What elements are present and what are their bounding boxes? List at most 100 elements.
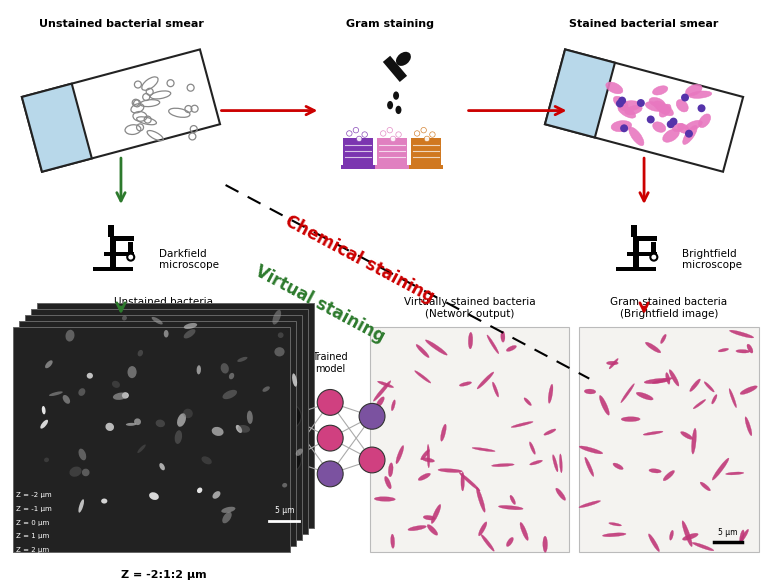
Ellipse shape [602,533,626,537]
Ellipse shape [87,373,93,378]
Text: Unstained bacterial smear: Unstained bacterial smear [38,19,203,29]
Polygon shape [545,50,615,137]
Ellipse shape [221,507,236,513]
Ellipse shape [560,454,562,473]
Ellipse shape [685,85,702,96]
Ellipse shape [645,342,661,353]
Ellipse shape [40,420,48,429]
FancyBboxPatch shape [343,138,373,168]
Ellipse shape [607,361,618,365]
Ellipse shape [42,406,45,414]
Ellipse shape [579,500,601,507]
Text: Stained bacterial smear: Stained bacterial smear [569,19,718,29]
Ellipse shape [625,105,642,114]
Text: Z = 2 μm: Z = 2 μm [16,547,49,553]
Ellipse shape [202,456,212,464]
Ellipse shape [690,379,701,391]
Ellipse shape [396,106,401,114]
Text: Darkfield
microscope: Darkfield microscope [159,249,219,270]
Ellipse shape [416,345,429,357]
Ellipse shape [643,431,663,435]
Ellipse shape [725,472,744,475]
Ellipse shape [69,467,82,477]
Ellipse shape [652,86,668,95]
Ellipse shape [431,505,440,523]
Circle shape [421,127,427,133]
Ellipse shape [477,372,494,389]
Bar [628,252,657,256]
Ellipse shape [376,397,384,408]
Ellipse shape [427,444,430,468]
Ellipse shape [387,101,393,109]
Ellipse shape [520,522,528,540]
Ellipse shape [712,458,729,480]
Ellipse shape [636,392,653,400]
Ellipse shape [584,457,594,477]
Ellipse shape [747,344,753,353]
Text: Gram stained bacteria
(Brightfield image): Gram stained bacteria (Brightfield image… [611,297,728,319]
Circle shape [681,93,689,102]
Ellipse shape [739,529,748,543]
Ellipse shape [390,534,394,548]
Ellipse shape [236,425,242,433]
Ellipse shape [396,52,411,66]
Ellipse shape [112,381,120,388]
Ellipse shape [621,417,640,422]
Ellipse shape [579,446,603,454]
Ellipse shape [278,332,283,338]
Ellipse shape [729,330,754,338]
Ellipse shape [184,323,197,329]
Bar [93,266,132,272]
Ellipse shape [556,488,566,500]
Ellipse shape [661,334,666,343]
Ellipse shape [422,458,434,462]
Ellipse shape [665,373,670,384]
Ellipse shape [420,450,430,460]
Bar [409,165,444,169]
Ellipse shape [156,419,165,427]
Circle shape [669,117,678,126]
Ellipse shape [425,340,447,355]
Ellipse shape [659,104,671,117]
Ellipse shape [223,390,237,399]
Ellipse shape [138,350,143,356]
Ellipse shape [663,471,675,481]
Text: Brightfield
microscope: Brightfield microscope [682,249,742,270]
Ellipse shape [611,121,631,131]
Ellipse shape [282,483,287,488]
Ellipse shape [669,370,679,386]
Circle shape [616,100,624,107]
Ellipse shape [384,477,391,489]
Text: 5 μm: 5 μm [718,529,738,537]
Circle shape [359,447,385,473]
Ellipse shape [507,537,514,547]
Ellipse shape [682,533,698,540]
Ellipse shape [45,360,52,369]
Circle shape [620,124,628,132]
Ellipse shape [152,317,162,325]
Ellipse shape [440,424,447,442]
Ellipse shape [213,491,220,499]
Ellipse shape [613,463,623,470]
Ellipse shape [44,458,49,462]
Circle shape [276,447,301,473]
Ellipse shape [584,389,596,394]
Circle shape [362,132,367,137]
Ellipse shape [645,102,663,112]
Ellipse shape [221,363,229,374]
Text: Z = 0 μm: Z = 0 μm [16,520,49,526]
Ellipse shape [229,373,234,379]
Circle shape [387,127,393,133]
Ellipse shape [373,381,391,401]
Circle shape [618,96,626,105]
Ellipse shape [460,382,471,386]
Ellipse shape [693,399,705,409]
Ellipse shape [374,497,395,501]
Ellipse shape [418,473,430,481]
Ellipse shape [461,472,464,491]
Ellipse shape [510,495,515,505]
Ellipse shape [149,492,159,500]
Bar [32,309,308,534]
Polygon shape [383,56,407,82]
Circle shape [346,131,352,136]
